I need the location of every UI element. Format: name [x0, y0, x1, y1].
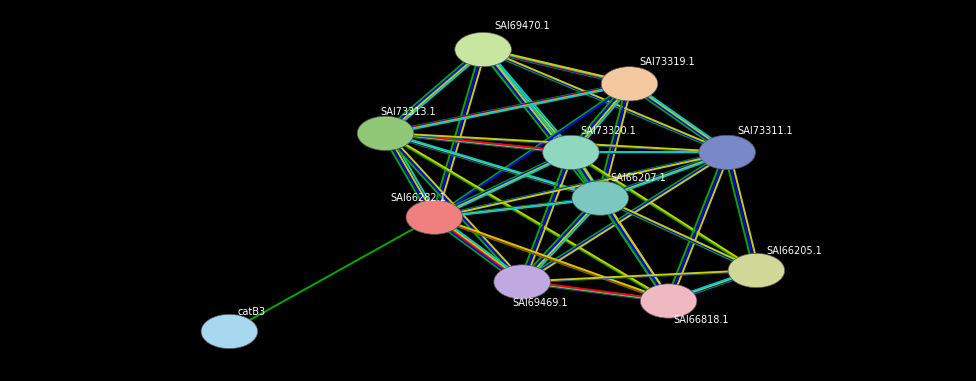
Ellipse shape [406, 200, 463, 234]
Ellipse shape [640, 284, 697, 318]
Text: SAI73319.1: SAI73319.1 [639, 57, 695, 67]
Text: SAI66818.1: SAI66818.1 [673, 315, 729, 325]
Ellipse shape [728, 253, 785, 288]
Ellipse shape [494, 265, 550, 299]
Ellipse shape [543, 135, 599, 170]
Text: SAI69469.1: SAI69469.1 [512, 298, 568, 308]
Ellipse shape [455, 32, 511, 67]
Text: SAI66205.1: SAI66205.1 [766, 246, 822, 256]
Text: SAI73313.1: SAI73313.1 [381, 107, 436, 117]
Text: SAI73311.1: SAI73311.1 [737, 126, 793, 136]
Text: SAI73320.1: SAI73320.1 [581, 126, 636, 136]
Text: SAI66282.1: SAI66282.1 [390, 193, 446, 203]
Ellipse shape [572, 181, 629, 215]
Text: catB3: catB3 [237, 307, 265, 317]
Ellipse shape [357, 116, 414, 150]
Ellipse shape [699, 135, 755, 170]
Ellipse shape [601, 67, 658, 101]
Ellipse shape [201, 314, 258, 349]
Text: SAI69470.1: SAI69470.1 [495, 21, 550, 31]
Text: SAI66207.1: SAI66207.1 [610, 173, 666, 183]
